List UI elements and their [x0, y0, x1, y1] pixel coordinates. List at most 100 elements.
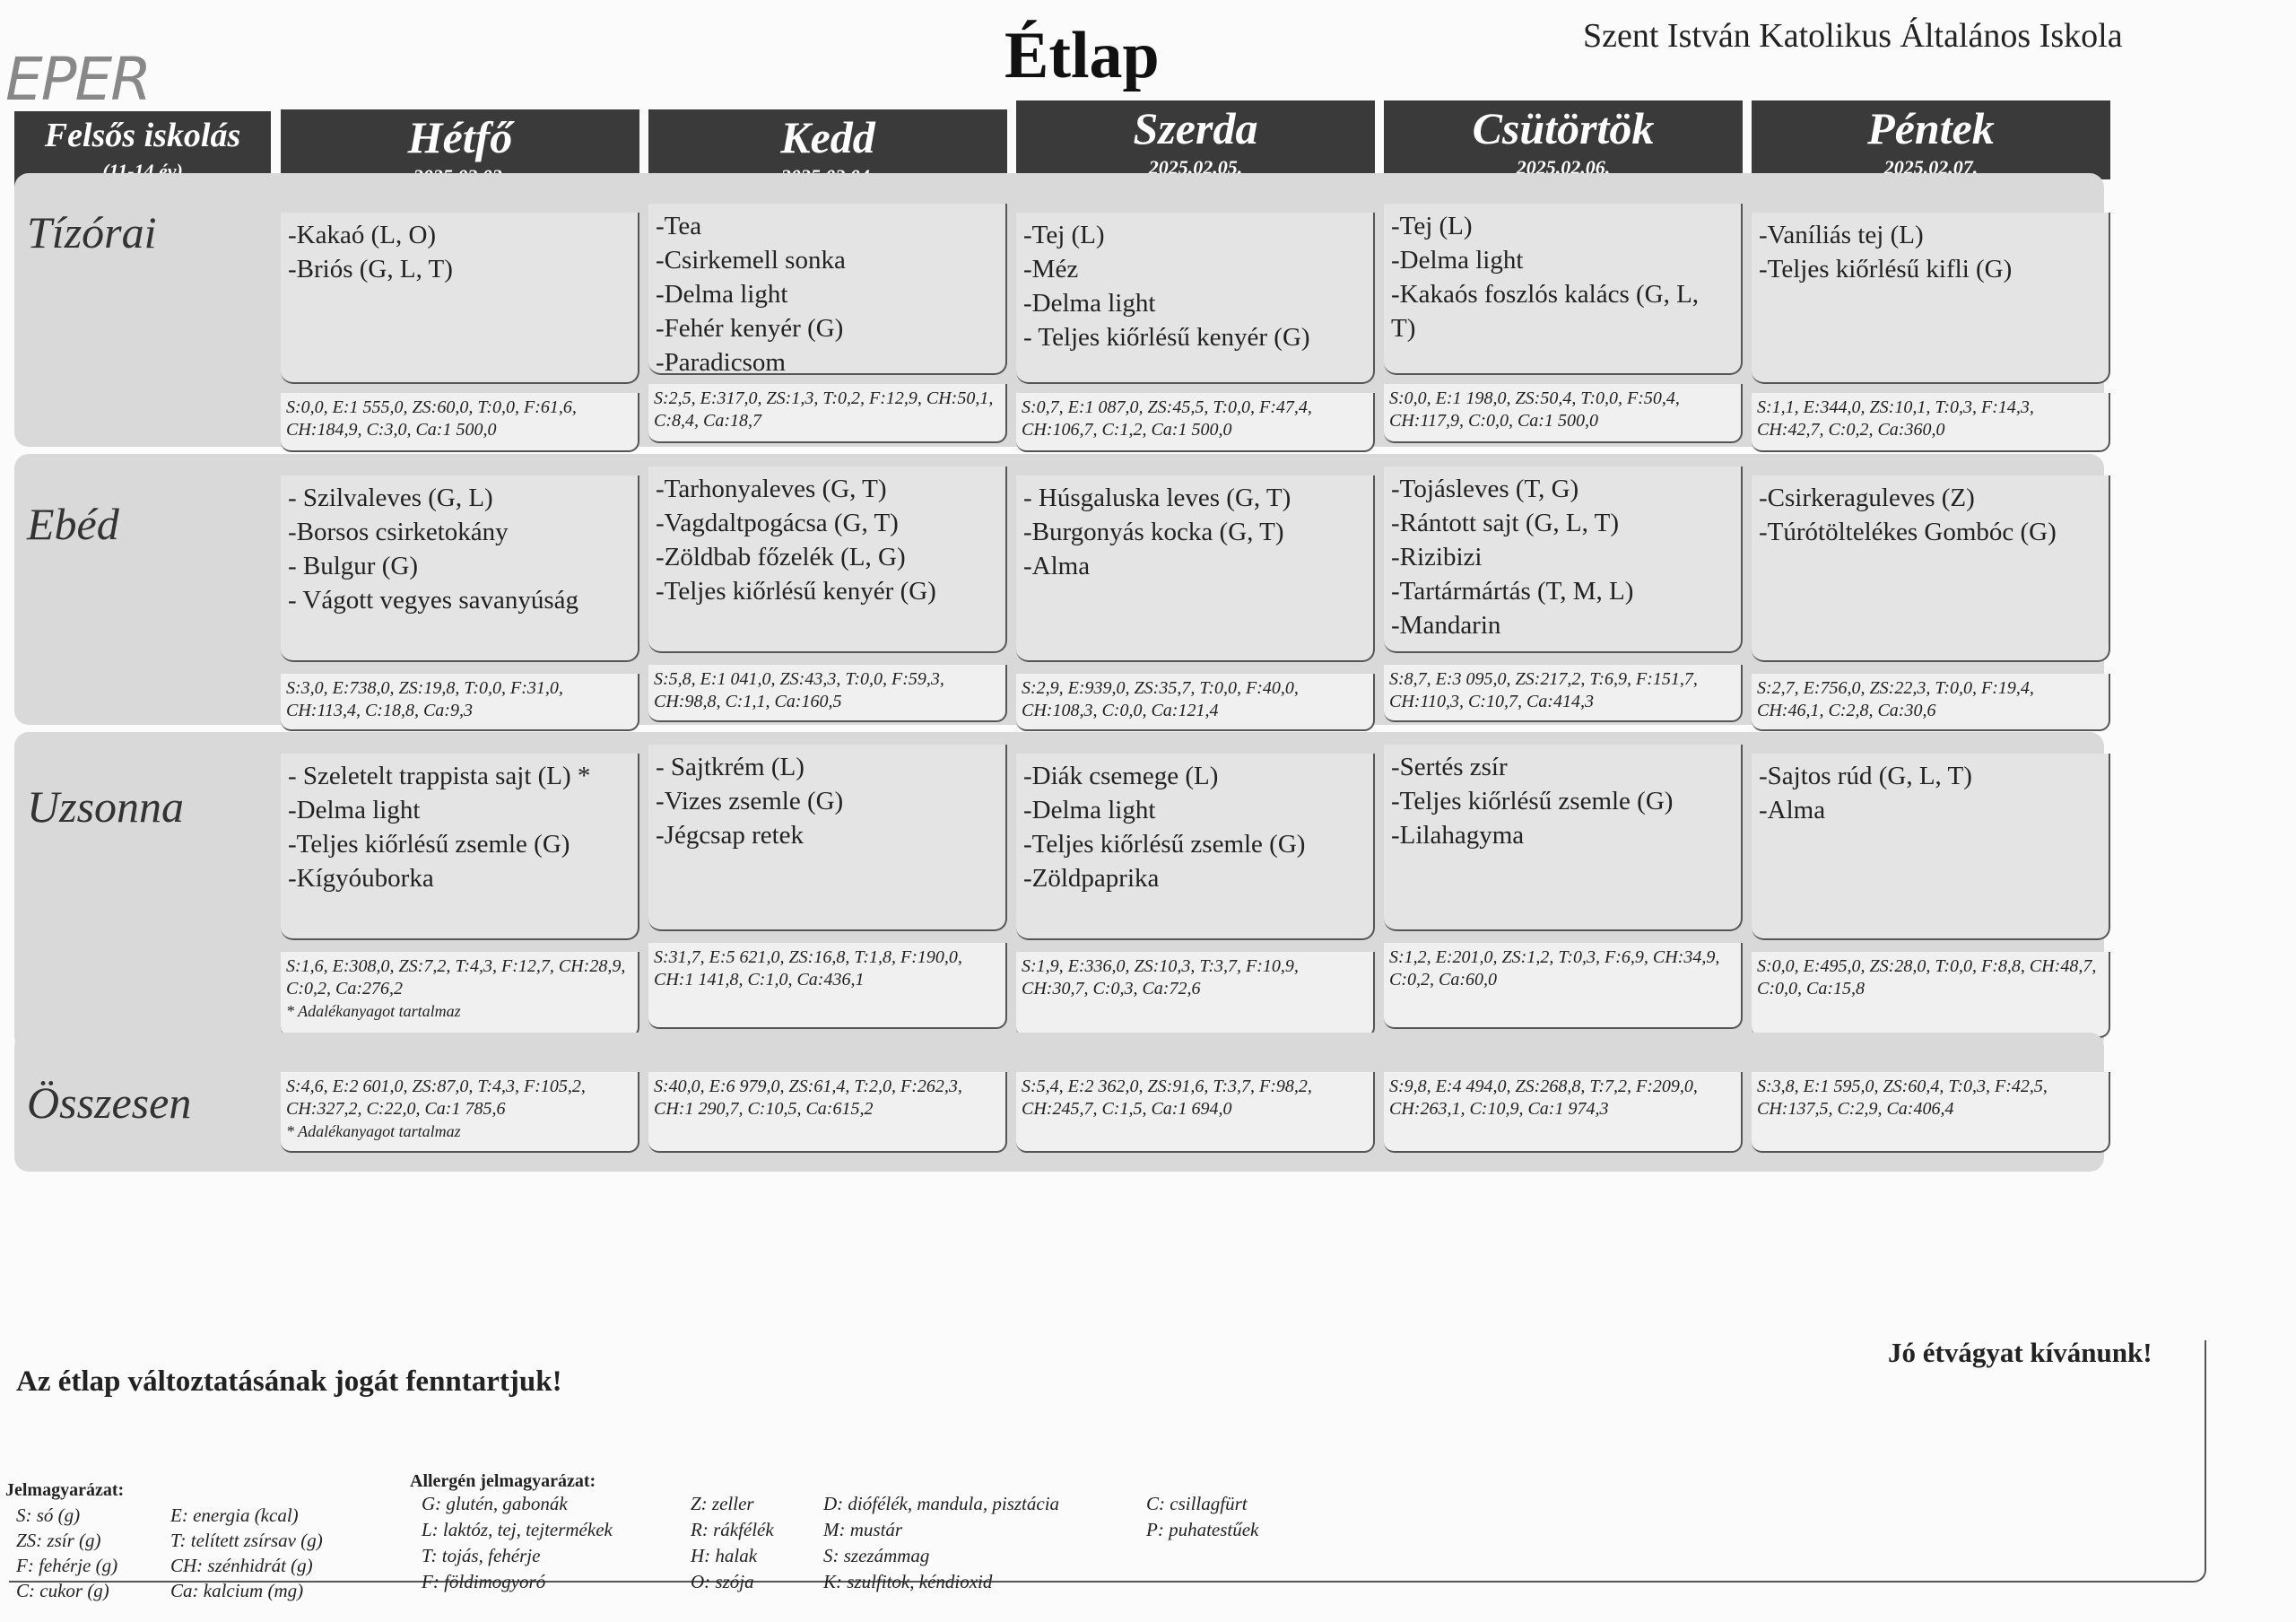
menu-cell: -Tej (L) -Delma light -Kakaós foszlós kalá…: [1384, 204, 1743, 375]
legend-item: E: energia (kcal): [170, 1504, 299, 1526]
day-header: Szerda 2025.02.05.: [1016, 100, 1375, 179]
menu-item: -Teljes kiőrlésű zsemle (G): [1391, 787, 1674, 815]
menu-item: -Jégcsap retek: [656, 821, 804, 850]
menu-item: -Tojásleves (T, G): [1391, 475, 1579, 503]
nutrition-values: S:8,7, E:3 095,0, ZS:217,2, T:6,9, F:151…: [1389, 669, 1698, 711]
day-name: Csütörtök: [1472, 103, 1655, 153]
nutrition-values: S:2,7, E:756,0, ZS:22,3, T:0,0, F:19,4, …: [1757, 678, 2034, 720]
menu-item: -Delma light: [288, 796, 421, 824]
nutrition-values: S:3,8, E:1 595,0, ZS:60,4, T:0,3, F:42,5…: [1757, 1077, 2048, 1119]
menu-item: -Kakaó (L, O): [288, 221, 437, 249]
menu-cell: -Csirkeraguleves (Z) -Túrótöltelékes Gomb…: [1752, 475, 2110, 662]
title: Étlap: [1004, 19, 1160, 92]
nutrition-values: S:4,6, E:2 601,0, ZS:87,0, T:4,3, F:105,…: [286, 1077, 586, 1119]
allergen-item: O: szója: [691, 1571, 754, 1592]
nutrition-cell: S:1,2, E:201,0, ZS:1,2, T:0,3, F:6,9, CH…: [1384, 943, 1743, 1029]
nutrition-values: S:5,4, E:2 362,0, ZS:91,6, T:3,7, F:98,2…: [1022, 1077, 1312, 1119]
allergen-item: G: glutén, gabonák: [422, 1493, 568, 1514]
nutrition-cell: S:5,4, E:2 362,0, ZS:91,6, T:3,7, F:98,2…: [1016, 1072, 1375, 1153]
menu-cell: -Tojásleves (T, G) -Rántott sajt (G, L, T…: [1384, 467, 1743, 653]
menu-item: - Szeletelt trappista sajt (L) *: [288, 762, 591, 790]
legend-item: F: fehérje (g): [16, 1555, 118, 1576]
menu-item: -Vaníliás tej (L): [1759, 221, 1924, 249]
footer-notice: Az étlap változtatásának jogát fenntartj…: [16, 1365, 562, 1398]
menu-item: -Burgonyás kocka (G, T): [1023, 518, 1284, 546]
menu-item: -Tea: [656, 212, 702, 240]
menu-item: -Tarhonyaleves (G, T): [656, 475, 887, 503]
legend-item: Ca: kalcium (mg): [170, 1580, 304, 1601]
menu-item: -Delma light: [656, 280, 788, 309]
menu-item: -Alma: [1023, 552, 1091, 580]
menu-cell: -Sertés zsír -Teljes kiőrlésű zsemle (G) -…: [1384, 745, 1743, 931]
allergen-item: D: diófélék, mandula, pisztácia: [823, 1493, 1060, 1514]
menu-item: -Delma light: [1391, 246, 1524, 275]
legend-item: ZS: zsír (g): [16, 1530, 101, 1551]
nutrition-values: S:5,8, E:1 041,0, ZS:43,3, T:0,0, F:59,3…: [654, 669, 944, 711]
day-name: Péntek: [1867, 103, 1995, 153]
footer-wish: Jó étvágyat kívánunk!: [1888, 1337, 2152, 1368]
allergen-item: T: tojás, fehérje: [422, 1545, 541, 1566]
menu-item: -Teljes kiőrlésű zsemle (G): [1023, 830, 1306, 859]
allergen-item: R: rákfélék: [691, 1519, 774, 1540]
nutrition-cell: S:2,5, E:317,0, ZS:1,3, T:0,2, F:12,9, C…: [648, 384, 1007, 443]
nutrition-cell: S:1,9, E:336,0, ZS:10,3, T:3,7, F:10,9, …: [1016, 952, 1375, 1038]
menu-item: -Fehér kenyér (G): [656, 314, 844, 343]
legend-item: CH: szénhidrát (g): [170, 1555, 313, 1576]
menu-cell: -Tea -Csirkemell sonka -Delma light -Fehér …: [648, 204, 1007, 377]
nutrition-cell: S:40,0, E:6 979,0, ZS:61,4, T:2,0, F:262…: [648, 1072, 1007, 1153]
day-header: Péntek 2025.02.07.: [1752, 100, 2110, 179]
menu-cell: - Sajtkrém (L) -Vizes zsemle (G) -Jégcsap …: [648, 745, 1007, 931]
nutrition-cell: S:0,0, E:1 555,0, ZS:60,0, T:0,0, F:61,6…: [281, 393, 639, 452]
menu-item: -Zöldpaprika: [1023, 864, 1160, 893]
legend-title: Jelmagyarázat:: [5, 1480, 125, 1500]
nutrition-values: S:1,1, E:344,0, ZS:10,1, T:0,3, F:14,3, …: [1757, 397, 2034, 440]
menu-item: -Zöldbab főzelék (L, G): [656, 543, 906, 571]
menu-item: -Borsos csirketokány: [288, 518, 509, 546]
menu-item: -Teljes kiőrlésű kenyér (G): [656, 577, 936, 606]
menu-item: -Tej (L): [1023, 221, 1105, 249]
additive-note: * Adalékanyagot tartalmaz: [286, 1002, 461, 1020]
menu-item: - Húsgaluska leves (G, T): [1023, 484, 1292, 512]
nutrition-cell: S:0,0, E:495,0, ZS:28,0, T:0,0, F:8,8, C…: [1752, 952, 2110, 1038]
menu-cell: - Húsgaluska leves (G, T) -Burgonyás kock…: [1016, 475, 1375, 662]
menu-item: - Teljes kiőrlésű kenyér (G): [1023, 323, 1310, 352]
menu-item: -Vagdaltpogácsa (G, T): [656, 509, 899, 537]
menu-item: -Rizibizi: [1391, 543, 1483, 571]
school-name: Szent István Katolikus Általános Iskola: [1583, 17, 2123, 55]
footer-box: [9, 1340, 2206, 1583]
nutrition-cell: S:31,7, E:5 621,0, ZS:16,8, T:1,8, F:190…: [648, 943, 1007, 1029]
menu-item: -Mandarin: [1391, 611, 1501, 640]
menu-item: - Vágott vegyes savanyúság: [288, 586, 579, 615]
menu-item: -Vizes zsemle (G): [656, 787, 844, 815]
menu-item: -Sajtos rúd (G, L, T): [1759, 762, 1972, 790]
allergen-item: M: mustár: [823, 1519, 903, 1540]
nutrition-values: S:31,7, E:5 621,0, ZS:16,8, T:1,8, F:190…: [654, 947, 962, 990]
nutrition-cell: S:8,7, E:3 095,0, ZS:217,2, T:6,9, F:151…: [1384, 665, 1743, 722]
day-header: Csütörtök 2025.02.06.: [1384, 100, 1743, 179]
nutrition-cell: S:3,0, E:738,0, ZS:19,8, T:0,0, F:31,0, …: [281, 674, 639, 731]
day-name: Kedd: [780, 112, 875, 162]
menu-cell: -Kakaó (L, O) -Briós (G, L, T): [281, 213, 639, 384]
row-label: Tízórai: [27, 207, 157, 257]
menu-item: T): [1391, 314, 1416, 343]
allergen-item: H: halak: [691, 1545, 758, 1566]
menu-cell: - Szilvaleves (G, L) -Borsos csirketokány…: [281, 475, 639, 662]
menu-cell: -Sajtos rúd (G, L, T) -Alma: [1752, 754, 2110, 940]
menu-cell: -Tarhonyaleves (G, T) -Vagdaltpogácsa (G,…: [648, 467, 1007, 653]
allergen-item: Z: zeller: [691, 1493, 754, 1514]
nutrition-values: S:0,7, E:1 087,0, ZS:45,5, T:0,0, F:47,4…: [1022, 397, 1312, 440]
menu-item: -Sertés zsír: [1391, 753, 1508, 781]
nutrition-values: S:1,6, E:308,0, ZS:7,2, T:4,3, F:12,7, C…: [286, 956, 626, 998]
menu-item: -Tartármártás (T, M, L): [1391, 577, 1634, 606]
menu-item: -Teljes kiőrlésű zsemle (G): [288, 830, 570, 859]
allergen-item: C: csillagfürt: [1146, 1493, 1248, 1514]
nutrition-cell: S:3,8, E:1 595,0, ZS:60,4, T:0,3, F:42,5…: [1752, 1072, 2110, 1153]
menu-item: -Túrótöltelékes Gombóc (G): [1759, 518, 2057, 546]
day-name: Hétfő: [407, 112, 513, 162]
nutrition-cell: S:2,7, E:756,0, ZS:22,3, T:0,0, F:19,4, …: [1752, 674, 2110, 731]
menu-item: -Rántott sajt (G, L, T): [1391, 509, 1619, 537]
nutrition-values: S:3,0, E:738,0, ZS:19,8, T:0,0, F:31,0, …: [286, 678, 563, 720]
additive-note: * Adalékanyagot tartalmaz: [286, 1122, 461, 1140]
menu-item: - Szilvaleves (G, L): [288, 484, 493, 512]
